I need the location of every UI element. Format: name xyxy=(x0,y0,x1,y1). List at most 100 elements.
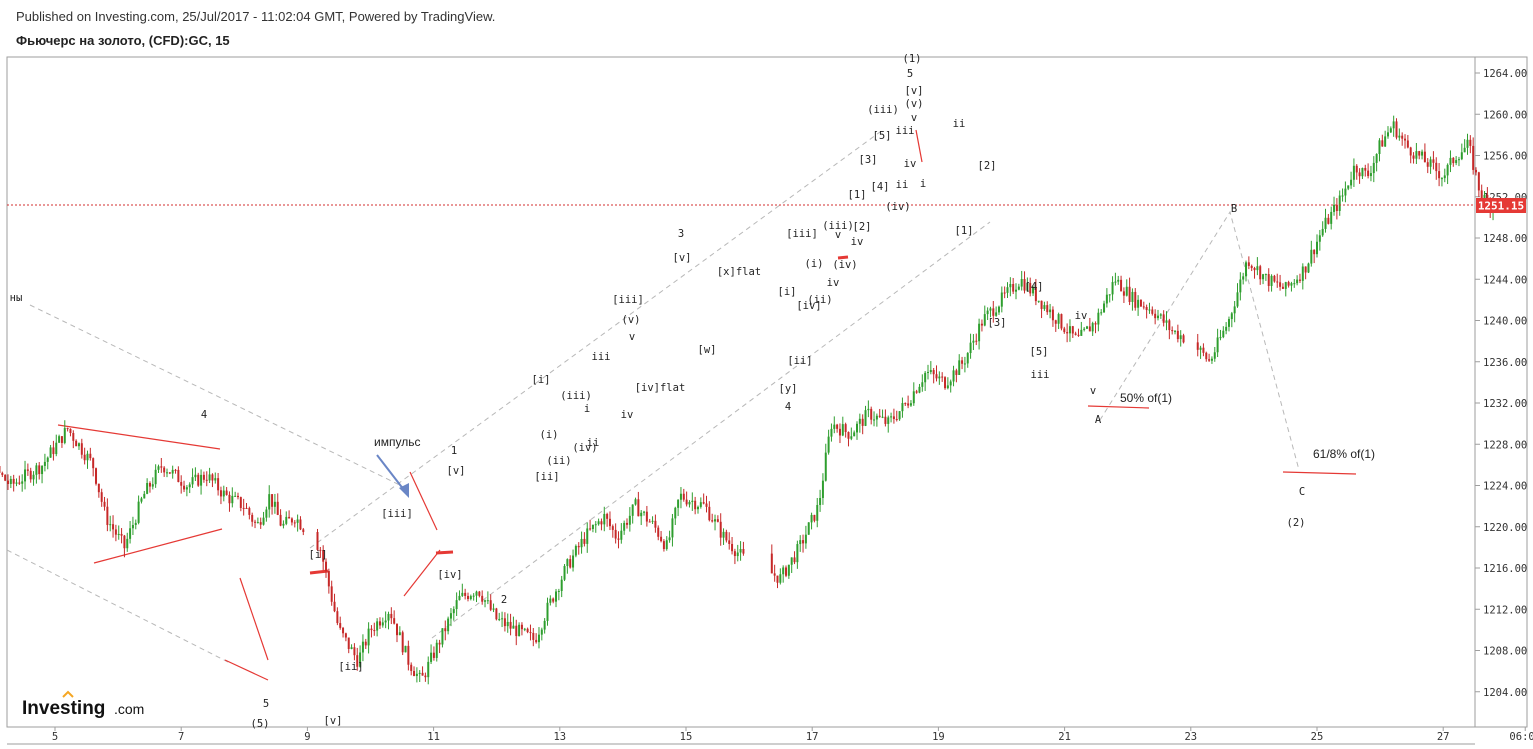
candle-body xyxy=(1012,283,1015,292)
wave-label: [ii] xyxy=(787,355,812,367)
candle-body xyxy=(1162,314,1165,323)
candle-body xyxy=(492,608,495,610)
candle-body xyxy=(1287,282,1290,286)
wave-label: (2) xyxy=(1287,517,1306,529)
candle-body xyxy=(421,672,424,676)
candle-body xyxy=(194,474,197,478)
wave-label: 1 xyxy=(451,445,457,457)
candle-body xyxy=(1426,162,1429,167)
candle-body xyxy=(543,620,546,630)
wave-label: ii xyxy=(587,437,600,449)
candle-body xyxy=(251,514,254,522)
candle-body xyxy=(367,628,370,646)
candle-body xyxy=(418,672,421,674)
candle-body xyxy=(702,502,705,504)
current-price-value: 1251.15 xyxy=(1478,200,1524,213)
candle-body xyxy=(526,628,529,633)
candle-body xyxy=(288,516,291,519)
candle-body xyxy=(1015,289,1018,292)
candle-body xyxy=(870,408,873,420)
price-tick-label: 1236.00 xyxy=(1483,357,1527,369)
candle-body xyxy=(773,573,776,576)
candle-body xyxy=(1279,282,1282,287)
candle-body xyxy=(838,428,841,436)
candle-body xyxy=(41,465,44,475)
candle-body xyxy=(728,540,731,544)
candle-body xyxy=(972,340,975,343)
candle-body xyxy=(802,540,805,544)
candle-body xyxy=(907,403,910,406)
candle-body xyxy=(1384,136,1387,147)
candle-body xyxy=(1236,292,1239,307)
candle-body xyxy=(415,673,418,676)
candle-body xyxy=(617,538,620,540)
candle-body xyxy=(239,497,242,508)
candle-body xyxy=(1202,347,1205,353)
candle-body xyxy=(18,482,21,484)
candle-body xyxy=(361,641,364,653)
candle-body xyxy=(779,574,782,583)
candle-body xyxy=(628,515,631,525)
wave-label: iii xyxy=(592,351,611,363)
time-tick-label: 27 xyxy=(1437,731,1450,743)
wave-label: v xyxy=(1090,385,1096,397)
candle-body xyxy=(1105,294,1108,304)
candle-body xyxy=(1253,268,1256,271)
candle-body xyxy=(637,499,640,517)
wave-label: ii xyxy=(896,179,909,191)
candle-body xyxy=(77,443,80,447)
price-axis[interactable] xyxy=(1474,56,1528,728)
candle-body xyxy=(569,559,572,568)
candle-body xyxy=(26,469,29,471)
candle-body xyxy=(657,527,660,537)
candle-body xyxy=(1060,314,1063,329)
candle-body xyxy=(1043,305,1046,309)
candle-body xyxy=(648,521,651,523)
candle-body xyxy=(679,493,682,500)
candle-body xyxy=(103,501,106,507)
candle-body xyxy=(997,306,1000,313)
candle-body xyxy=(708,506,711,521)
candle-body xyxy=(12,478,15,484)
candle-body xyxy=(271,494,274,507)
candle-body xyxy=(1026,282,1029,291)
candle-body xyxy=(146,482,149,494)
candle-body xyxy=(691,500,694,502)
marker-i xyxy=(309,569,329,575)
candle-body xyxy=(873,419,876,421)
candle-body xyxy=(285,516,288,524)
wave-label: [ii] xyxy=(338,661,363,673)
candle-body xyxy=(1361,167,1364,177)
candle-body xyxy=(1208,359,1211,361)
candle-body xyxy=(1301,266,1304,281)
candle-body xyxy=(475,591,478,596)
candle-body xyxy=(537,634,540,643)
wave-label: [x]flat xyxy=(717,266,761,278)
candle-body xyxy=(1347,185,1350,189)
wave-label: [v] xyxy=(673,252,692,264)
candle-body xyxy=(163,467,166,473)
candle-body xyxy=(461,592,464,596)
candle-body xyxy=(245,507,248,509)
candle-body xyxy=(112,524,115,530)
candle-body xyxy=(1338,195,1341,211)
candle-body xyxy=(106,506,109,526)
candle-body xyxy=(1100,312,1103,314)
candle-body xyxy=(293,522,296,524)
candle-body xyxy=(126,538,129,549)
candle-body xyxy=(1352,165,1355,180)
candle-body xyxy=(535,639,538,643)
candle-body xyxy=(381,622,384,626)
candle-body xyxy=(634,499,637,505)
candle-body xyxy=(1051,309,1054,321)
candle-body xyxy=(1210,358,1213,361)
candle-body xyxy=(1117,279,1120,282)
candle-body xyxy=(390,613,393,619)
candle-body xyxy=(1290,283,1293,286)
candle-body xyxy=(992,308,995,316)
candle-body xyxy=(577,545,580,548)
candle-body xyxy=(185,487,188,490)
candle-body xyxy=(875,415,878,420)
wave-labels: 4 5 [i] [ii] [iii] [iv] [v] 1 2 [i] [ii] (i) (ii) (ii… xyxy=(10,53,1306,730)
